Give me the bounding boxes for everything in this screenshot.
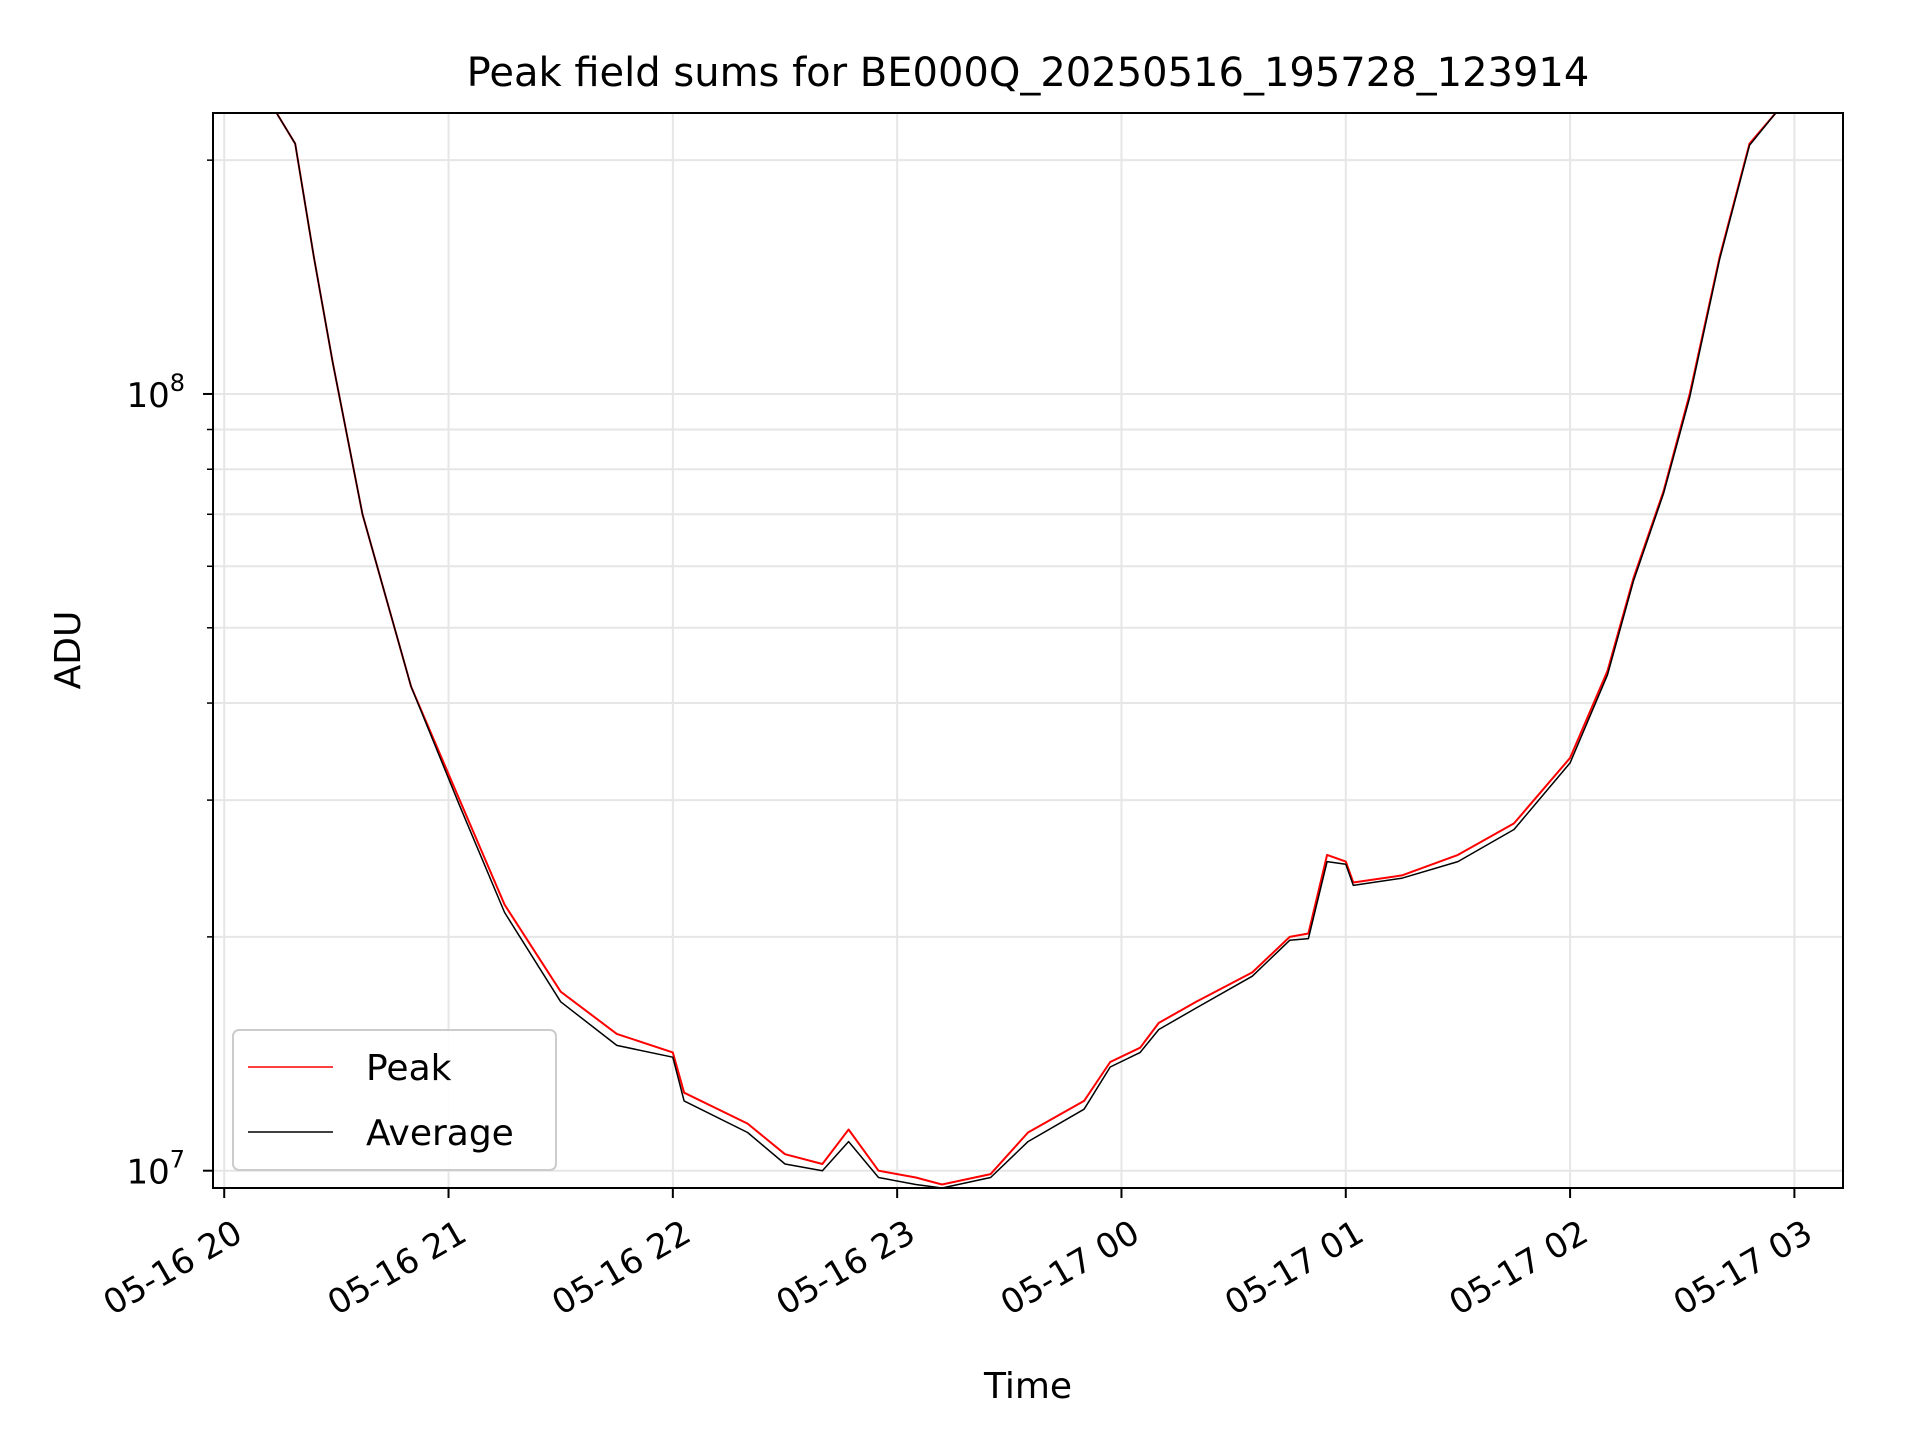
legend: Peak Average — [232, 1029, 557, 1171]
series-layer — [275, 112, 1777, 1189]
y-tick-label: 108 — [126, 369, 185, 416]
y-tick-label: 107 — [126, 1146, 185, 1193]
y-axis-label: ADU — [48, 611, 89, 690]
legend-label-average: Average — [366, 1113, 514, 1154]
plot-frame — [212, 112, 1844, 1189]
legend-box — [232, 1029, 557, 1171]
chart-title: Peak field sums for BE000Q_20250516_1957… — [467, 50, 1590, 96]
grid — [213, 113, 1843, 1188]
legend-label-peak: Peak — [366, 1048, 452, 1089]
series-line-peak — [275, 112, 1777, 1186]
series-line-average — [275, 112, 1777, 1189]
x-axis-label: Time — [983, 1366, 1072, 1407]
